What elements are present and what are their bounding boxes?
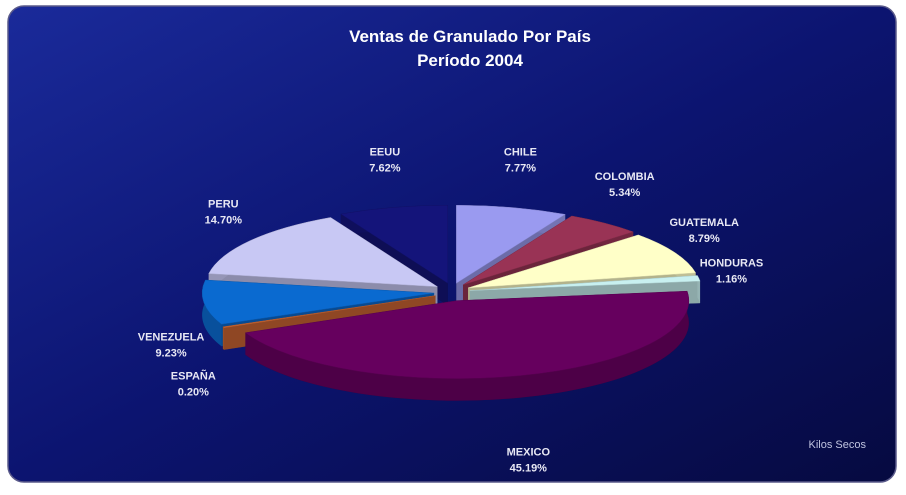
footnote: Kilos Secos (809, 439, 867, 451)
category-label: COLOMBIA (595, 171, 655, 183)
slice-group (244, 290, 690, 401)
chart-subtitle: Período 2004 (417, 51, 523, 70)
category-label: VENEZUELA (138, 332, 205, 344)
slice (340, 205, 448, 284)
category-label: MEXICO (507, 446, 551, 458)
slice (244, 290, 690, 379)
slice (201, 279, 435, 325)
category-label: GUATEMALA (669, 217, 739, 229)
value-label: 7.62% (369, 162, 400, 174)
value-label: 0.20% (178, 386, 209, 398)
slice-wall (222, 326, 225, 350)
category-label: HONDURAS (700, 257, 764, 269)
slice-wall (202, 280, 222, 347)
slice-wall (245, 291, 689, 401)
chart-title: Ventas de Granulado Por País (349, 27, 591, 46)
value-label: 45.19% (510, 462, 548, 474)
category-label: EEUU (370, 146, 401, 158)
category-label: PERU (208, 199, 239, 211)
category-label: ESPAÑA (171, 369, 216, 382)
slice-wall (697, 275, 701, 304)
value-label: 9.23% (155, 348, 186, 360)
slice (467, 234, 697, 289)
pie (201, 205, 701, 401)
value-label: 5.34% (609, 187, 640, 199)
slice (208, 217, 439, 287)
slice (469, 275, 701, 291)
category-label: CHILE (504, 147, 537, 159)
slice (462, 215, 634, 286)
slice (222, 295, 436, 329)
value-label: 1.16% (716, 273, 747, 285)
chart-background (7, 5, 897, 483)
slice (456, 205, 566, 284)
value-label: 8.79% (689, 233, 720, 245)
value-label: 7.77% (505, 163, 536, 175)
value-label: 14.70% (205, 215, 243, 227)
